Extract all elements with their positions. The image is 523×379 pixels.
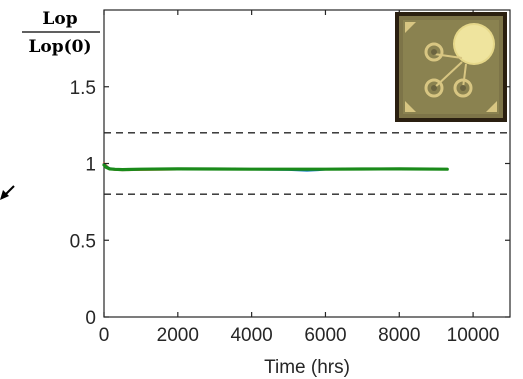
x-tick-label: 0 xyxy=(99,325,110,346)
reference-lines xyxy=(104,132,510,195)
x-tick-label: 8000 xyxy=(378,325,420,346)
left-pointing-arrow-icon xyxy=(0,185,15,200)
x-axis-label: Time (hrs) xyxy=(264,357,350,378)
series-line xyxy=(102,163,449,172)
x-tick-label: 4000 xyxy=(230,325,272,346)
y-tick-label: 1.5 xyxy=(70,78,96,99)
chip-photo-inset xyxy=(395,12,507,122)
y-tick-label: 1 xyxy=(85,155,96,176)
x-tick-label: 2000 xyxy=(157,325,199,346)
y-tick-label: 0 xyxy=(85,308,96,329)
y-label-denominator: Lop(0) xyxy=(28,37,91,57)
x-tick-label: 10000 xyxy=(447,325,500,346)
x-tick-label: 6000 xyxy=(304,325,346,346)
y-tick-label: 0.5 xyxy=(70,231,96,252)
series-layer xyxy=(102,162,449,172)
y-axis-label: Lop Lop(0) xyxy=(22,9,100,57)
y-label-numerator: Lop xyxy=(42,9,77,29)
